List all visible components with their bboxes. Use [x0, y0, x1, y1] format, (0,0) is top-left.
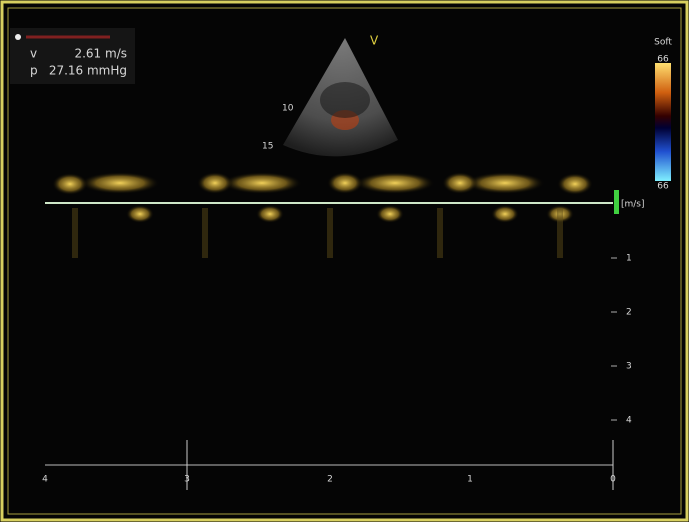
frame-inner	[7, 7, 682, 515]
signal	[465, 172, 545, 194]
time-label: 1	[467, 475, 473, 485]
velocity-label: 1	[626, 254, 632, 264]
velocity-axis: 1 2 3 4	[611, 254, 632, 426]
colorbar-top: 66	[657, 55, 669, 65]
colorbar	[655, 63, 671, 181]
baseline-marker	[614, 190, 619, 214]
velocity-label: 3	[626, 362, 632, 372]
velocity-label: 2	[626, 308, 632, 318]
measure-label: v	[30, 47, 37, 61]
signal	[197, 172, 233, 194]
chamber	[320, 82, 370, 118]
time-labels: 4 3 2 1 0	[42, 475, 616, 485]
depth-label: 10	[282, 104, 294, 114]
signal	[327, 172, 363, 194]
signal	[557, 173, 593, 195]
signal	[126, 205, 154, 223]
signal	[256, 205, 284, 223]
measure-label: p	[30, 64, 38, 78]
doppler-signals	[52, 172, 593, 258]
signal	[80, 172, 160, 194]
measure-value: 2.61 m/s	[74, 47, 127, 61]
colorbar-title: Soft	[654, 38, 672, 48]
sector-marker: V	[370, 34, 379, 48]
signal-trace	[437, 208, 443, 258]
colorbar-bottom: 66	[657, 182, 669, 192]
signal	[355, 172, 435, 194]
signal	[442, 172, 478, 194]
depth-label: 15	[262, 142, 273, 152]
velocity-label: 4	[626, 416, 632, 426]
signal-trace	[327, 208, 333, 258]
time-label: 2	[327, 475, 333, 485]
signal-trace	[202, 208, 208, 258]
velocity-unit: [m/s]	[621, 200, 645, 210]
signal	[376, 205, 404, 223]
signal	[52, 173, 88, 195]
time-label: 4	[42, 475, 48, 485]
icon	[15, 34, 21, 40]
measure-value: 27.16 mmHg	[49, 64, 127, 78]
time-label: 0	[610, 475, 616, 485]
signal-trace	[557, 208, 563, 258]
signal	[222, 172, 302, 194]
time-label: 3	[184, 475, 190, 485]
signal	[491, 205, 519, 223]
signal-trace	[72, 208, 78, 258]
